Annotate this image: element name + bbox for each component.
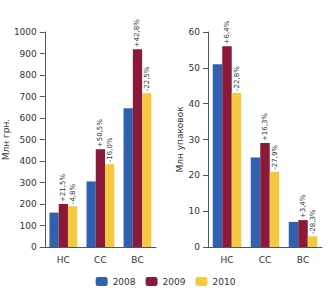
svg-text:-27,9%: -27,9% xyxy=(271,145,279,170)
svg-text:Млн упаковок: Млн упаковок xyxy=(175,106,185,173)
svg-text:СС: СС xyxy=(259,255,272,265)
svg-text:10: 10 xyxy=(189,206,201,216)
svg-text:900: 900 xyxy=(20,49,37,59)
svg-text:400: 400 xyxy=(20,156,37,166)
svg-text:30: 30 xyxy=(189,135,201,145)
svg-text:+42,8%: +42,8% xyxy=(133,19,141,47)
svg-text:0: 0 xyxy=(31,242,37,252)
svg-text:2009: 2009 xyxy=(163,277,186,287)
svg-text:600: 600 xyxy=(20,113,37,123)
svg-text:1000: 1000 xyxy=(14,27,37,37)
svg-text:Млн грн.: Млн грн. xyxy=(1,119,11,160)
svg-text:+16,3%: +16,3% xyxy=(261,113,269,141)
svg-text:40: 40 xyxy=(189,99,201,109)
svg-text:ВС: ВС xyxy=(131,255,143,265)
svg-text:-22,8%: -22,8% xyxy=(233,66,241,91)
svg-text:НС: НС xyxy=(57,255,70,265)
svg-text:+6,4%: +6,4% xyxy=(223,20,231,44)
svg-text:+21,5%: +21,5% xyxy=(59,174,67,202)
svg-text:100: 100 xyxy=(20,221,37,231)
svg-text:2008: 2008 xyxy=(113,277,136,287)
svg-text:50: 50 xyxy=(189,63,201,73)
svg-text:СС: СС xyxy=(94,255,107,265)
svg-text:300: 300 xyxy=(20,178,37,188)
svg-text:0: 0 xyxy=(194,242,200,252)
svg-text:60: 60 xyxy=(189,27,201,37)
svg-text:-4,8%: -4,8% xyxy=(69,183,77,204)
svg-text:-28,3%: -28,3% xyxy=(309,209,317,234)
svg-text:-16,0%: -16,0% xyxy=(106,137,114,162)
svg-text:200: 200 xyxy=(20,199,37,209)
svg-text:700: 700 xyxy=(20,92,37,102)
svg-text:2010: 2010 xyxy=(212,277,235,287)
svg-text:+3,4%: +3,4% xyxy=(299,194,307,218)
svg-text:НС: НС xyxy=(220,255,233,265)
svg-text:+50,5%: +50,5% xyxy=(96,119,104,147)
svg-text:ВС: ВС xyxy=(297,255,309,265)
svg-text:-22,5%: -22,5% xyxy=(143,66,151,91)
svg-text:800: 800 xyxy=(20,70,37,80)
svg-text:500: 500 xyxy=(20,135,37,145)
svg-text:20: 20 xyxy=(189,170,201,180)
